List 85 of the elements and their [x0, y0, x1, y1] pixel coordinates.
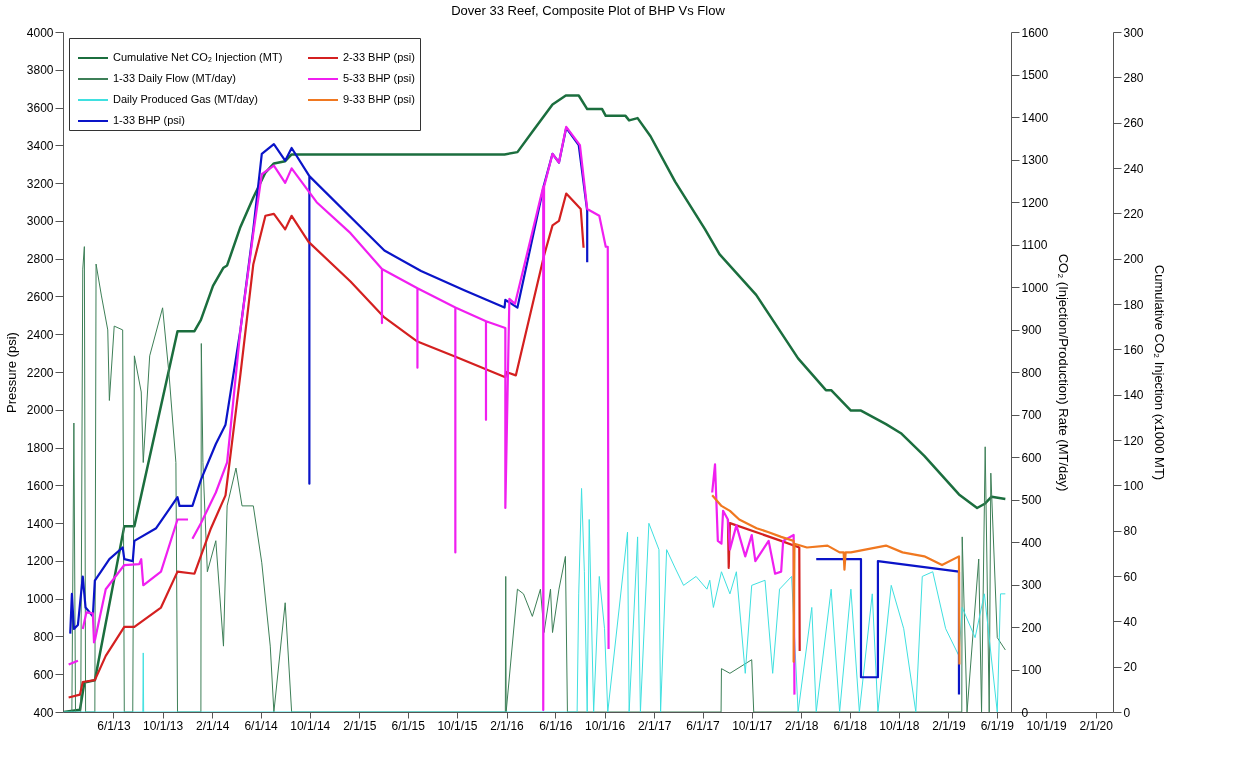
y-tick-label: 1600	[26, 478, 54, 493]
legend-label: 1-33 Daily Flow (MT/day)	[113, 72, 236, 84]
y-tick-label: 1000	[26, 592, 54, 607]
y3-tick-label: 160	[1123, 342, 1144, 357]
y3-tick-label: 280	[1123, 70, 1144, 85]
x-tick-label: 10/1/14	[290, 718, 331, 733]
y3-tick-label: 200	[1123, 252, 1144, 267]
y3-tick-label: 20	[1123, 660, 1138, 675]
y-tick-label: 2600	[26, 289, 54, 304]
chart-title: Dover 33 Reef, Composite Plot of BHP Vs Flow	[451, 3, 726, 18]
y3-tick-label: 240	[1123, 161, 1144, 176]
y-tick-label: 1400	[26, 516, 54, 531]
x-tick-label: 10/1/15	[437, 718, 478, 733]
y3-tick-label: 100	[1123, 478, 1144, 493]
y3-tick-label: 220	[1123, 206, 1144, 221]
y2-tick-label: 1400	[1021, 110, 1049, 125]
x-tick-label: 2/1/15	[343, 718, 377, 733]
x-tick-label: 10/1/13	[143, 718, 184, 733]
y-tick-label: 2200	[26, 365, 54, 380]
legend-label: 9-33 BHP (psi)	[343, 93, 415, 105]
y-tick-label: 3600	[26, 101, 54, 116]
x-tick-label: 2/1/14	[196, 718, 230, 733]
y2-tick-label: 1000	[1021, 280, 1049, 295]
legend-label: 2-33 BHP (psi)	[343, 51, 415, 63]
x-tick-label: 10/1/19	[1026, 718, 1067, 733]
x-tick-label: 6/1/13	[97, 718, 131, 733]
y3-tick-label: 120	[1123, 433, 1144, 448]
x-tick-label: 2/1/16	[490, 718, 525, 733]
y3-tick-label: 300	[1123, 25, 1144, 40]
y3-tick-label: 260	[1123, 116, 1144, 131]
y2-tick-label: 700	[1021, 408, 1042, 422]
x-tick-label: 2/1/20	[1079, 718, 1114, 733]
y2-tick-label: 1100	[1021, 238, 1048, 252]
y-tick-label: 3800	[26, 63, 54, 78]
x-tick-label: 10/1/16	[585, 718, 626, 733]
y2-tick-label: 1200	[1021, 195, 1049, 210]
y3-tick-label: 40	[1123, 614, 1138, 629]
x-tick-label: 6/1/14	[244, 718, 279, 733]
line-series	[711, 494, 961, 666]
y2-tick-label: 300	[1021, 578, 1042, 592]
y2-tick-label: 900	[1021, 323, 1042, 337]
y2-tick-label: 200	[1021, 620, 1042, 635]
y2-tick-label: 500	[1021, 493, 1042, 507]
y3-tick-label: 60	[1123, 569, 1138, 584]
legend-label: Cumulative Net CO₂ Injection (MT)	[113, 51, 283, 63]
x-tick-label: 6/1/16	[539, 718, 573, 733]
y3-tick-label: 80	[1123, 524, 1138, 539]
y2-tick-label: 400	[1021, 535, 1042, 550]
x-tick-label: 2/1/17	[637, 718, 672, 733]
x-tick-label: 2/1/19	[932, 718, 966, 733]
y-tick-label: 2400	[26, 327, 54, 342]
y-tick-label: 3200	[26, 176, 54, 191]
y-tick-label: 1200	[26, 554, 54, 569]
y-tick-label: 2800	[26, 252, 54, 267]
y-tick-label: 400	[33, 705, 54, 720]
y-tick-label: 2000	[26, 403, 54, 418]
y-tick-label: 3400	[26, 138, 54, 153]
x-tick-label: 6/1/17	[686, 718, 721, 733]
legend-label: Daily Produced Gas (MT/day)	[113, 93, 258, 105]
y-tick-label: 4000	[26, 25, 54, 40]
y-tick-label: 1800	[26, 441, 54, 456]
y2-tick-label: 600	[1021, 450, 1042, 465]
x-tick-label: 10/1/17	[732, 718, 773, 733]
y3-axis-title: Cumulative CO₂ Injection (x1000 MT)	[1151, 264, 1167, 481]
y2-axis-title: CO₂ (Injection/Production) Rate (MT/day)	[1056, 253, 1072, 492]
y2-tick-label: 1600	[1021, 25, 1049, 40]
y-tick-label: 600	[33, 667, 54, 682]
y2-tick-label: 800	[1021, 365, 1042, 380]
x-tick-label: 6/1/19	[980, 718, 1015, 733]
y3-tick-label: 140	[1123, 388, 1144, 403]
y-tick-label: 3000	[26, 214, 54, 229]
line-series	[63, 487, 1006, 712]
y2-tick-label: 1300	[1021, 153, 1049, 167]
x-tick-label: 10/1/18	[879, 718, 920, 733]
y-tick-label: 800	[33, 629, 54, 644]
legend-label: 1-33 BHP (psi)	[113, 114, 185, 126]
x-tick-label: 2/1/18	[785, 718, 819, 733]
y-axis-title: Pressure (psi)	[3, 332, 19, 413]
y2-tick-label: 100	[1021, 663, 1042, 677]
x-tick-label: 6/1/15	[391, 718, 426, 733]
y3-tick-label: 0	[1123, 705, 1131, 720]
y2-tick-label: 1500	[1021, 68, 1049, 82]
x-tick-label: 6/1/18	[833, 718, 868, 733]
legend-label: 5-33 BHP (psi)	[343, 72, 415, 84]
y3-tick-label: 180	[1123, 297, 1144, 312]
